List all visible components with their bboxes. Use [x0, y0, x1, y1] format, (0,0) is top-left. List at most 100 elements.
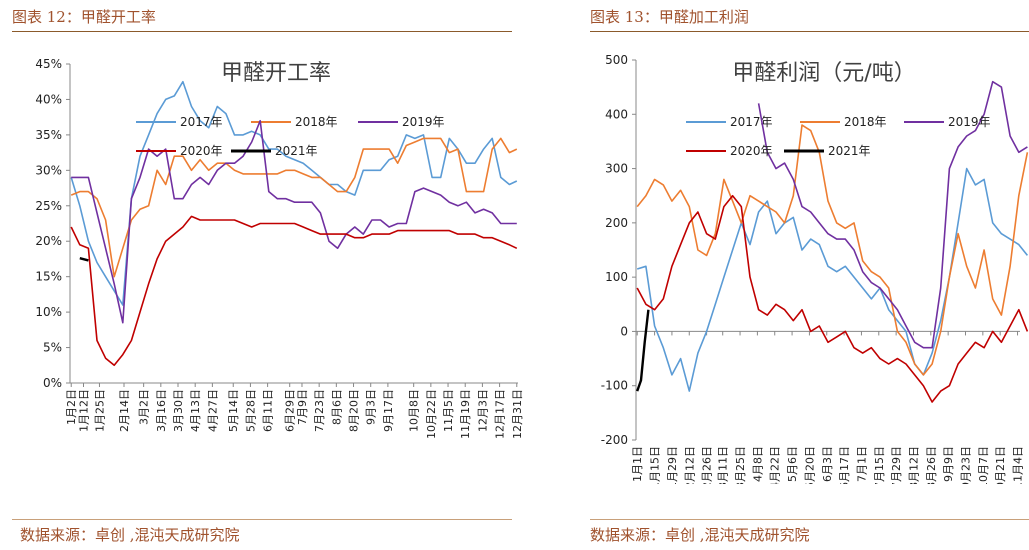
right-legend-label-2019年: 2019年	[948, 115, 991, 129]
right-x-tick-label: 6月17日	[838, 446, 851, 484]
right-legend-label-2021年: 2021年	[828, 144, 871, 158]
left-legend-label-2019年: 2019年	[402, 115, 445, 129]
right-y-tick-label: -200	[601, 433, 628, 447]
right-series-line-2019年	[757, 80, 1028, 349]
left-y-tick-label: 0%	[43, 376, 62, 390]
right-chart-panel: 甲醛利润（元/吨） -200 -100 0 100 200 300 400 500 1月1日 1月1…	[580, 34, 1029, 484]
right-x-tick-label: 9月9日	[942, 446, 955, 482]
left-x-tick-label: 11月19日	[459, 389, 472, 439]
right-y-tick-label: 200	[605, 216, 628, 230]
left-x-tick-label: 1月12日	[78, 389, 91, 432]
right-series-line-2017年	[636, 167, 1029, 392]
right-y-tick-label: 100	[605, 270, 628, 284]
left-x-tick-label: 6月11日	[262, 389, 275, 432]
left-source-note: 数据来源：卓创 ,混沌天成研究院	[20, 526, 240, 544]
left-series-line-2019年	[71, 119, 517, 324]
left-x-tick-label: 3月16日	[155, 389, 168, 432]
left-y-tick-label: 10%	[35, 305, 62, 319]
right-source-note: 数据来源：卓创 ,混沌天成研究院	[590, 526, 810, 544]
right-legend-label-2018年: 2018年	[844, 115, 887, 129]
right-y-tick-label: -100	[601, 379, 628, 393]
right-y-tick-label: 400	[605, 107, 628, 121]
left-legend-label-2021年: 2021年	[275, 144, 318, 158]
right-x-tick-label: 8月12日	[907, 446, 920, 484]
right-x-tick-label: 4月8日	[751, 446, 764, 482]
right-x-tick-label: 3月11日	[717, 446, 730, 484]
left-legend-label-2017年: 2017年	[180, 115, 223, 129]
left-y-tick-label: 40%	[35, 92, 62, 106]
left-figure-header: 图表 12：甲醛开工率	[12, 8, 156, 26]
left-x-tick-label: 12月31日	[511, 389, 524, 439]
right-x-tick-label: 1月29日	[666, 446, 679, 484]
left-x-tick-label: 9月3日	[365, 389, 378, 425]
left-y-tick-label: 30%	[35, 163, 62, 177]
left-chart-panel: 甲醛开工率 0% 5% 10% 15% 20% 25% 30% 35% 40% 45% 1月2日 1月1…	[18, 34, 528, 484]
right-legend-label-2020年: 2020年	[730, 144, 773, 158]
left-x-tick-label: 1月25日	[93, 389, 106, 432]
right-y-tick-label: 500	[605, 53, 628, 67]
left-footer-rule	[12, 519, 512, 520]
left-x-tick-label: 5月28日	[244, 389, 257, 432]
right-x-tick-label: 2月12日	[683, 446, 696, 484]
right-x-tick-label: 4月22日	[769, 446, 782, 484]
left-x-tick-label: 12月17日	[494, 389, 507, 439]
left-y-tick-label: 5%	[43, 341, 62, 355]
right-x-tick-label: 5月20日	[803, 446, 816, 484]
left-x-tick-label: 11月5日	[442, 389, 455, 432]
right-x-tick-label: 9月23日	[959, 446, 972, 484]
left-y-tick-label: 25%	[35, 199, 62, 213]
right-x-tick-label: 10月21日	[994, 446, 1007, 484]
right-y-tick-label: 300	[605, 162, 628, 176]
left-legend-label-2018年: 2018年	[295, 115, 338, 129]
left-chart-svg: 甲醛开工率 0% 5% 10% 15% 20% 25% 30% 35% 40% 45% 1月2日 1月1…	[35, 57, 524, 439]
right-x-tick-label: 8月26日	[925, 446, 938, 484]
left-header-rule	[12, 31, 512, 32]
left-x-tick-label: 3月30日	[172, 389, 185, 432]
right-x-tick-label: 3月25日	[734, 446, 747, 484]
left-x-tick-label: 8月6日	[330, 389, 343, 425]
right-chart-title: 甲醛利润（元/吨）	[732, 61, 915, 86]
right-x-tick-label: 1月15日	[649, 446, 662, 484]
left-x-tick-label: 10月22日	[425, 389, 438, 439]
left-x-tick-label: 2月14日	[118, 389, 131, 432]
left-series-line-2018年	[70, 137, 518, 278]
right-x-tick-label: 7月29日	[890, 446, 903, 484]
left-y-tick-label: 20%	[35, 234, 62, 248]
right-y-tick-label: 0	[620, 324, 628, 338]
left-chart-title: 甲醛开工率	[221, 61, 331, 86]
right-x-tick-label: 7月1日	[855, 446, 868, 482]
right-x-tick-label: 7月15日	[873, 446, 886, 484]
left-y-tick-label: 35%	[35, 128, 62, 142]
left-x-tick-label: 8月20日	[348, 389, 361, 432]
left-x-tick-label: 4月13日	[189, 389, 202, 432]
left-x-tick-label: 10月8日	[408, 389, 421, 432]
right-series-line-2018年	[636, 124, 1029, 376]
right-series-line-2020年	[636, 194, 1029, 403]
right-x-tick-label: 5月6日	[786, 446, 799, 482]
right-header-rule	[590, 31, 1029, 32]
left-x-tick-label: 4月27日	[206, 389, 219, 432]
right-x-tick-label: 2月26日	[701, 446, 714, 484]
left-series-line-2020年	[70, 215, 518, 367]
left-y-tick-label: 15%	[35, 270, 62, 284]
left-x-tick-label: 7月23日	[313, 389, 326, 432]
right-footer-rule	[590, 519, 1029, 520]
right-x-tick-label: 6月3日	[821, 446, 834, 482]
right-x-tick-label: 10月7日	[977, 446, 990, 484]
left-series-line-2021年	[79, 257, 89, 262]
right-x-tick-label: 11月4日	[1012, 446, 1025, 484]
left-legend-label-2020年: 2020年	[180, 144, 223, 158]
right-series-line-2021年	[636, 309, 650, 392]
left-x-tick-label: 5月14日	[227, 389, 240, 432]
right-chart-svg: 甲醛利润（元/吨） -200 -100 0 100 200 300 400 500 1月1日 1月1…	[601, 53, 1029, 484]
left-x-tick-label: 12月3日	[476, 389, 489, 432]
left-series-line-2017年	[70, 80, 518, 306]
left-x-tick-label: 9月17日	[382, 389, 395, 432]
left-x-tick-label: 7月9日	[296, 389, 309, 425]
right-figure-header: 图表 13：甲醛加工利润	[590, 8, 749, 26]
left-y-tick-label: 45%	[35, 57, 62, 71]
right-legend-label-2017年: 2017年	[730, 115, 773, 129]
right-x-tick-label: 1月1日	[631, 446, 644, 482]
left-x-tick-label: 6月29日	[284, 389, 297, 432]
left-x-tick-label: 3月2日	[138, 389, 151, 425]
